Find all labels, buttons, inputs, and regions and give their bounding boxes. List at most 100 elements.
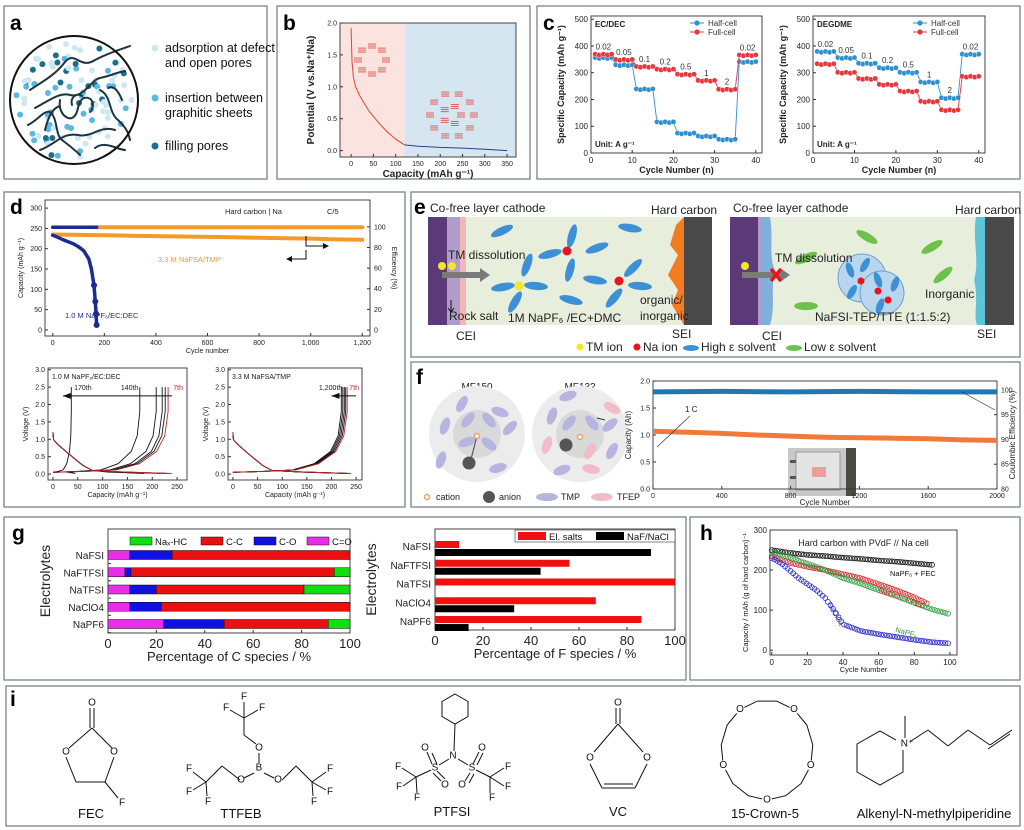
- bar-segment: [171, 550, 351, 560]
- y-tick-label: 0: [38, 327, 42, 334]
- data-point: [921, 561, 927, 567]
- legend-swatch: [306, 536, 330, 546]
- data-point: [907, 560, 914, 566]
- atom-n: N: [449, 751, 456, 762]
- data-point: [830, 48, 837, 55]
- data-point: [93, 310, 100, 317]
- x-tick-label: 0: [51, 340, 55, 347]
- data-point: [814, 564, 820, 570]
- y2-tick-label: 85: [1001, 462, 1009, 469]
- y-tick-label: 2.5: [35, 385, 45, 392]
- sodium-site-dot: [44, 90, 51, 97]
- sodium-site-dot: [80, 110, 87, 117]
- y-tick-label: 0.5: [35, 454, 45, 461]
- data-point: [873, 557, 879, 564]
- unit-note: Unit: A g⁻¹: [595, 140, 635, 149]
- anion-legend-icon: [483, 491, 495, 503]
- tm-ion: [514, 281, 524, 291]
- solvent-molecule: [490, 224, 514, 238]
- chart-f-cycling: 0 400 800 1200 1600 2000 0.0 0.5 1.0 1.5 2.0 Cycle …: [624, 378, 1017, 507]
- bar: [435, 559, 570, 567]
- sodium-site-dot: [96, 45, 103, 52]
- x-tick-label: 0: [104, 636, 111, 651]
- sodium-site-dot: [109, 77, 116, 84]
- data-point: [822, 553, 829, 559]
- rate-label: 0.2: [882, 56, 894, 65]
- y-tick-label: 0: [806, 149, 811, 158]
- data-point: [835, 573, 842, 579]
- y-tick-label: 150: [30, 266, 42, 273]
- solvent-molecule: [508, 291, 522, 313]
- data-point: [867, 629, 874, 636]
- x-axis-title: Percentage of F species / %: [474, 646, 637, 661]
- series-label: 1.0 M NaPF₆/EC:DEC: [65, 311, 139, 320]
- bar: [435, 605, 515, 613]
- data-point: [846, 623, 853, 630]
- y-tick-label: 100: [575, 122, 589, 131]
- data-point: [785, 549, 791, 556]
- data-point: [774, 550, 780, 557]
- y-tick-label: 1.5: [640, 405, 650, 412]
- data-point: [902, 590, 909, 597]
- na-ion: [562, 246, 572, 256]
- y2-tick-label: 100: [374, 224, 386, 231]
- 15-crown-5-structure: 15-Crown-5 O O O O O: [718, 700, 816, 821]
- atom-background: [896, 738, 912, 750]
- sodium-site-dot: [39, 61, 46, 68]
- data-point: [910, 599, 917, 606]
- rate-label: 0.5: [680, 63, 692, 72]
- cell-label-marking: [812, 467, 826, 477]
- sodium-site-dot: [29, 130, 36, 137]
- data-point: [883, 590, 890, 596]
- x-tick-label: 0: [431, 633, 438, 648]
- y2-tick-label: 80: [1001, 487, 1009, 494]
- y-tick-label: 200: [797, 95, 811, 104]
- x-tick-label: 30: [710, 156, 719, 165]
- y-tick-label: 400: [797, 42, 811, 51]
- data-point: [790, 555, 796, 562]
- atom-background: [805, 760, 816, 771]
- bar-segment: [334, 567, 351, 577]
- data-point: [753, 58, 759, 65]
- data-point: [859, 581, 866, 588]
- tm-dissolution-label: TM dissolution: [775, 251, 852, 265]
- data-point: [881, 589, 887, 595]
- rock-salt-label: Rock salt: [449, 309, 499, 323]
- solvent-molecule: [585, 415, 599, 431]
- sei-composition-label: organic/: [640, 293, 683, 307]
- solvent-molecule: [524, 281, 548, 291]
- data-point: [899, 559, 906, 566]
- unit-note: Unit: A g⁻¹: [817, 140, 857, 149]
- data-point: [910, 636, 917, 643]
- tmp-legend-icon: [536, 493, 558, 501]
- data-point: [822, 567, 829, 573]
- x-tick-label: 600: [202, 340, 214, 347]
- data-point: [859, 575, 866, 582]
- solvent-molecule: [481, 437, 497, 451]
- y-tick-label: 1.5: [327, 52, 337, 59]
- x-tick-label: 60: [246, 636, 260, 651]
- solvent-molecule: [559, 295, 583, 305]
- atom-o: O: [763, 795, 771, 806]
- x-axis-title: Capacity (mAh g⁻¹): [383, 169, 474, 180]
- low-epsilon-solvent-molecules: [794, 230, 953, 310]
- data-point: [894, 587, 901, 594]
- data-point: [939, 609, 946, 616]
- sodium-site-dot: [49, 134, 56, 141]
- data-point: [841, 621, 847, 628]
- sodium-site-dot: [105, 109, 112, 116]
- chart-g-f-species: 0 20 40 60 80 100 Percentage of F species / % E…: [363, 528, 686, 661]
- cei-label: CEI: [456, 329, 476, 343]
- x-tick-label: 80: [620, 633, 634, 648]
- down-arrow-icon: [447, 300, 455, 313]
- charge-curve: [52, 387, 72, 473]
- data-point: [849, 555, 855, 562]
- data-point: [934, 639, 941, 646]
- data-point: [803, 560, 810, 567]
- solvent-molecule: [603, 402, 621, 414]
- data-point: [889, 585, 895, 592]
- bar-segment: [107, 619, 164, 629]
- data-point: [771, 556, 778, 563]
